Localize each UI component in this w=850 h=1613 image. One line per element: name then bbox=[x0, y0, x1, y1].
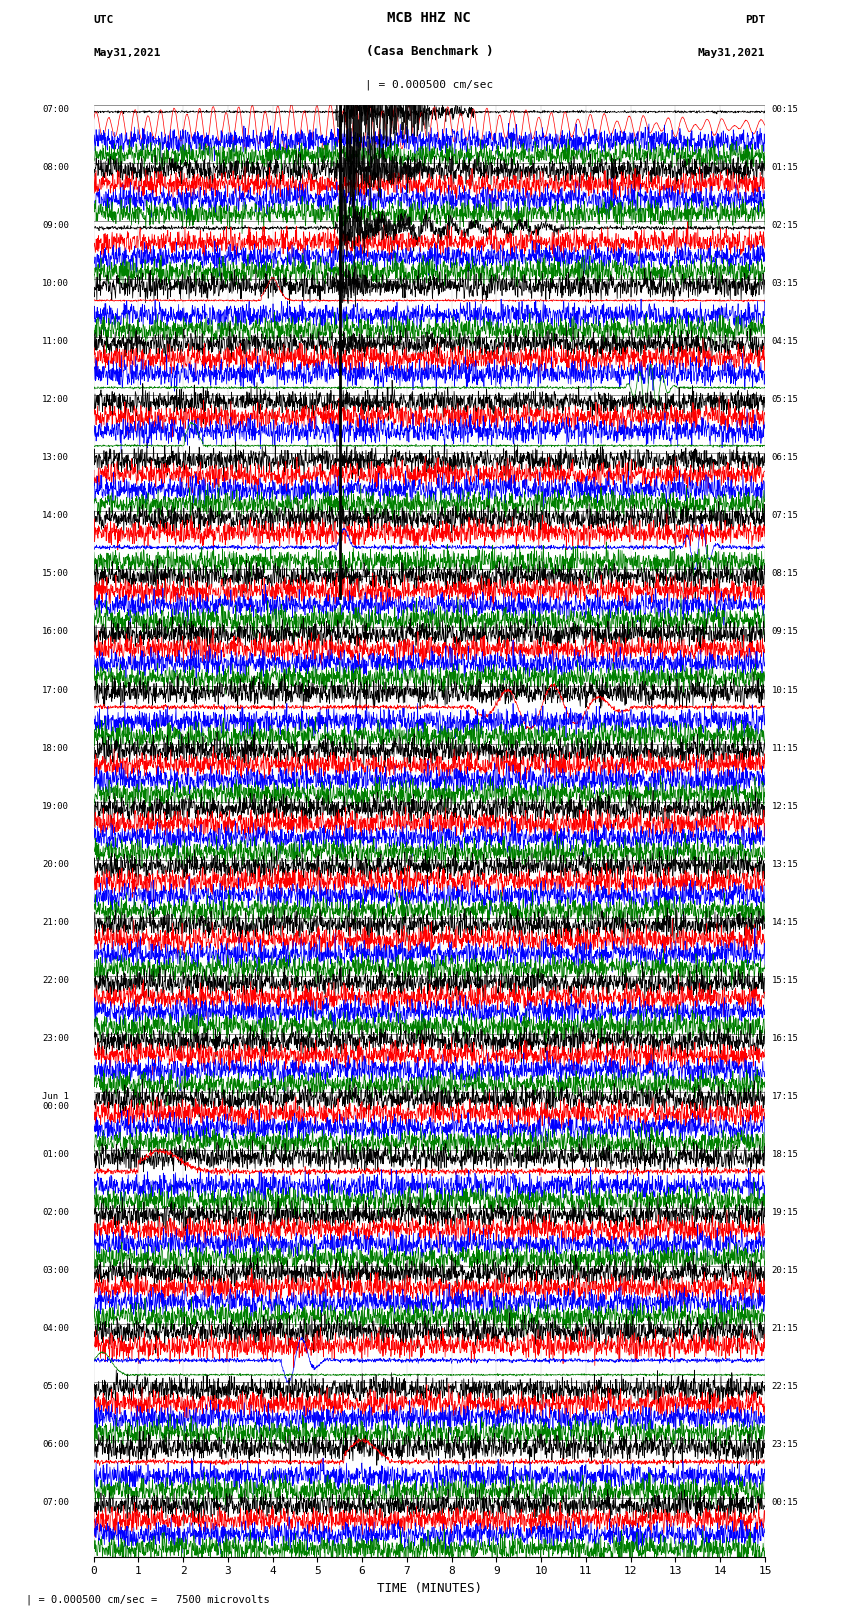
Text: 04:15: 04:15 bbox=[772, 337, 799, 347]
Text: 02:00: 02:00 bbox=[42, 1208, 69, 1218]
Text: 13:00: 13:00 bbox=[42, 453, 69, 463]
Text: Jun 1
00:00: Jun 1 00:00 bbox=[42, 1092, 69, 1111]
Text: 16:00: 16:00 bbox=[42, 627, 69, 637]
Text: 11:15: 11:15 bbox=[772, 744, 799, 753]
Text: 12:00: 12:00 bbox=[42, 395, 69, 405]
Text: 09:15: 09:15 bbox=[772, 627, 799, 637]
Text: 19:00: 19:00 bbox=[42, 802, 69, 811]
Text: 07:00: 07:00 bbox=[42, 1498, 69, 1508]
Text: 13:15: 13:15 bbox=[772, 860, 799, 869]
Text: 20:00: 20:00 bbox=[42, 860, 69, 869]
Text: 01:00: 01:00 bbox=[42, 1150, 69, 1160]
Text: May31,2021: May31,2021 bbox=[698, 48, 765, 58]
Text: 15:15: 15:15 bbox=[772, 976, 799, 986]
Text: 20:15: 20:15 bbox=[772, 1266, 799, 1276]
Text: UTC: UTC bbox=[94, 15, 114, 26]
Text: 03:00: 03:00 bbox=[42, 1266, 69, 1276]
Text: 23:15: 23:15 bbox=[772, 1440, 799, 1450]
Text: 00:15: 00:15 bbox=[772, 1498, 799, 1508]
Text: 10:15: 10:15 bbox=[772, 686, 799, 695]
Text: 16:15: 16:15 bbox=[772, 1034, 799, 1044]
Text: 11:00: 11:00 bbox=[42, 337, 69, 347]
Text: 15:00: 15:00 bbox=[42, 569, 69, 579]
Text: 17:15: 17:15 bbox=[772, 1092, 799, 1102]
Text: 05:15: 05:15 bbox=[772, 395, 799, 405]
Text: | = 0.000500 cm/sec: | = 0.000500 cm/sec bbox=[366, 79, 493, 90]
Text: 00:15: 00:15 bbox=[772, 105, 799, 115]
Text: 01:15: 01:15 bbox=[772, 163, 799, 173]
Text: 21:00: 21:00 bbox=[42, 918, 69, 927]
Text: 10:00: 10:00 bbox=[42, 279, 69, 289]
Text: 07:15: 07:15 bbox=[772, 511, 799, 521]
Text: May31,2021: May31,2021 bbox=[94, 48, 161, 58]
Text: 21:15: 21:15 bbox=[772, 1324, 799, 1334]
Text: 18:00: 18:00 bbox=[42, 744, 69, 753]
Text: | = 0.000500 cm/sec =   7500 microvolts: | = 0.000500 cm/sec = 7500 microvolts bbox=[26, 1594, 269, 1605]
Text: 05:00: 05:00 bbox=[42, 1382, 69, 1392]
Text: PDT: PDT bbox=[745, 15, 765, 26]
Text: 23:00: 23:00 bbox=[42, 1034, 69, 1044]
Text: 04:00: 04:00 bbox=[42, 1324, 69, 1334]
Text: 12:15: 12:15 bbox=[772, 802, 799, 811]
Text: 14:00: 14:00 bbox=[42, 511, 69, 521]
Text: 06:15: 06:15 bbox=[772, 453, 799, 463]
Text: 17:00: 17:00 bbox=[42, 686, 69, 695]
Text: 02:15: 02:15 bbox=[772, 221, 799, 231]
Text: 08:15: 08:15 bbox=[772, 569, 799, 579]
Text: 07:00: 07:00 bbox=[42, 105, 69, 115]
Text: 18:15: 18:15 bbox=[772, 1150, 799, 1160]
Text: 08:00: 08:00 bbox=[42, 163, 69, 173]
Text: 22:00: 22:00 bbox=[42, 976, 69, 986]
Text: 22:15: 22:15 bbox=[772, 1382, 799, 1392]
Text: 06:00: 06:00 bbox=[42, 1440, 69, 1450]
Text: (Casa Benchmark ): (Casa Benchmark ) bbox=[366, 45, 493, 58]
X-axis label: TIME (MINUTES): TIME (MINUTES) bbox=[377, 1582, 482, 1595]
Text: 09:00: 09:00 bbox=[42, 221, 69, 231]
Text: 14:15: 14:15 bbox=[772, 918, 799, 927]
Text: 03:15: 03:15 bbox=[772, 279, 799, 289]
Text: MCB HHZ NC: MCB HHZ NC bbox=[388, 11, 471, 26]
Text: 19:15: 19:15 bbox=[772, 1208, 799, 1218]
